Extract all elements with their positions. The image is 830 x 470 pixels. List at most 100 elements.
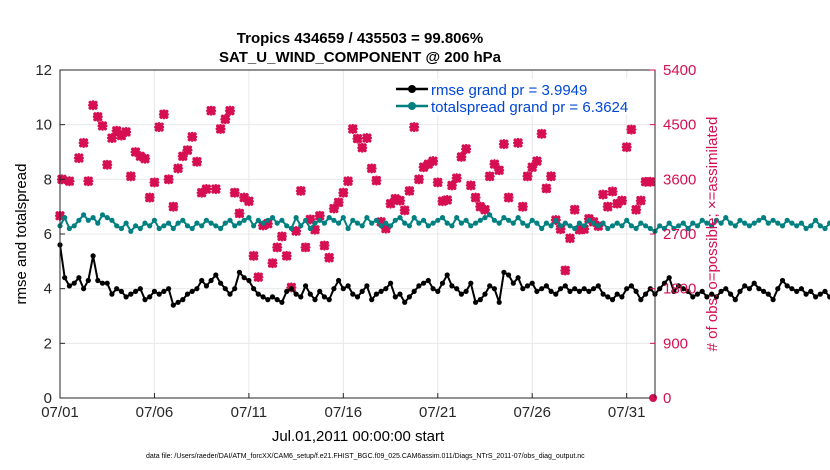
rmse-point: [142, 297, 148, 303]
rmse-point: [581, 286, 587, 292]
rmse-point: [454, 286, 460, 292]
rmse-point: [765, 291, 771, 297]
legend: rmse grand pr = 3.9949 totalspread grand…: [392, 79, 648, 116]
totalspread-point: [813, 217, 819, 223]
totalspread-point: [822, 225, 828, 232]
obs-assimilated-marker: [456, 151, 467, 162]
rmse-point: [775, 286, 781, 292]
totalspread-point: [435, 217, 441, 223]
obs-assimilated-marker: [78, 137, 89, 148]
totalspread-point: [595, 223, 601, 229]
obs-assimilated-marker: [338, 187, 349, 198]
obs-assimilated-marker: [371, 175, 382, 186]
rmse-point: [699, 288, 705, 294]
rmse-point: [321, 294, 327, 300]
obs-assimilated-marker: [399, 205, 410, 216]
rmse-point: [90, 253, 96, 259]
obs-assimilated-marker: [347, 123, 358, 134]
rmse-point: [265, 297, 271, 303]
rmse-point: [378, 288, 384, 294]
obs-assimilated-marker: [498, 139, 509, 150]
chart-title-line1: Tropics 434659 / 435503 = 99.806%: [237, 30, 483, 47]
totalspread-point: [350, 217, 356, 223]
rmse-point: [576, 288, 583, 294]
rmse-point: [624, 286, 630, 292]
totalspread-point: [751, 220, 757, 226]
totalspread-point: [430, 220, 436, 226]
totalspread-point: [317, 217, 323, 223]
rmse-point: [435, 288, 441, 294]
rmse-point: [406, 294, 412, 300]
rmse-point: [548, 288, 554, 294]
rmse-point: [421, 280, 427, 286]
totalspread-point: [189, 225, 195, 232]
y2-tick-label: 900: [663, 335, 688, 352]
rmse-point: [288, 286, 294, 292]
totalspread-point: [515, 215, 521, 221]
rmse-point: [170, 302, 176, 308]
rmse-point: [274, 297, 280, 303]
rmse-point: [317, 288, 323, 294]
y-tick-label: 12: [35, 62, 52, 79]
rmse-point: [694, 291, 701, 297]
obs-assimilated-marker: [309, 224, 321, 235]
y2-tick-label: 5400: [663, 62, 696, 79]
totalspread-point: [676, 223, 682, 229]
totalspread-point: [454, 215, 460, 221]
x-tick-label: 07/31: [608, 404, 646, 421]
rmse-point: [803, 291, 809, 297]
rmse-point: [392, 294, 398, 300]
obs-assimilated-marker: [295, 185, 306, 196]
totalspread-point: [359, 223, 365, 229]
totalspread-point: [779, 223, 786, 229]
obs-assimilated-marker: [281, 250, 292, 261]
obs-assimilated-marker: [465, 180, 476, 191]
totalspread-point: [114, 223, 120, 229]
totalspread-point: [449, 223, 455, 229]
totalspread-point: [576, 220, 583, 226]
totalspread-point: [76, 217, 82, 223]
obs-assimilated-marker: [182, 145, 193, 156]
rmse-point: [95, 277, 101, 284]
rmse-point: [425, 277, 431, 284]
totalspread-point: [425, 223, 431, 229]
rmse-point: [543, 283, 550, 289]
rmse-point: [813, 294, 819, 300]
totalspread-point: [175, 220, 181, 226]
rmse-point: [397, 291, 403, 297]
rmse-point: [251, 286, 257, 292]
rmse-point: [203, 283, 209, 289]
obs-assimilated-marker: [451, 173, 462, 184]
totalspread-point: [331, 217, 337, 223]
obs-assimilated-marker: [139, 153, 151, 164]
totalspread-point: [142, 220, 148, 226]
rmse-point: [303, 283, 309, 289]
totalspread-point: [392, 217, 398, 223]
rmse-point: [109, 291, 115, 297]
rmse-point: [71, 280, 77, 286]
rmse-point: [737, 288, 743, 294]
obs-assimilated-marker: [173, 163, 184, 174]
rmse-point: [524, 283, 531, 289]
totalspread-point: [184, 223, 191, 229]
totalspread-point: [336, 220, 342, 226]
obs-assimilated-marker: [92, 111, 103, 122]
totalspread-point: [581, 223, 587, 229]
obs-assimilated-marker: [314, 210, 325, 221]
totalspread-point: [647, 225, 653, 232]
totalspread-point: [761, 215, 767, 221]
totalspread-point: [506, 217, 512, 223]
y2-tick-label: 3600: [663, 171, 696, 188]
totalspread-point: [85, 217, 91, 223]
x-tick-label: 07/26: [513, 404, 551, 421]
obs-assimilated-marker: [357, 142, 368, 153]
rmse-point: [661, 280, 668, 286]
rmse-point: [312, 297, 318, 303]
rmse-point: [284, 288, 290, 294]
totalspread-point: [354, 220, 361, 226]
obs-assimilated-marker: [201, 184, 212, 195]
rmse-point: [114, 286, 120, 292]
totalspread-point: [421, 217, 427, 223]
rmse-point: [501, 269, 507, 275]
totalspread-point: [666, 220, 672, 226]
